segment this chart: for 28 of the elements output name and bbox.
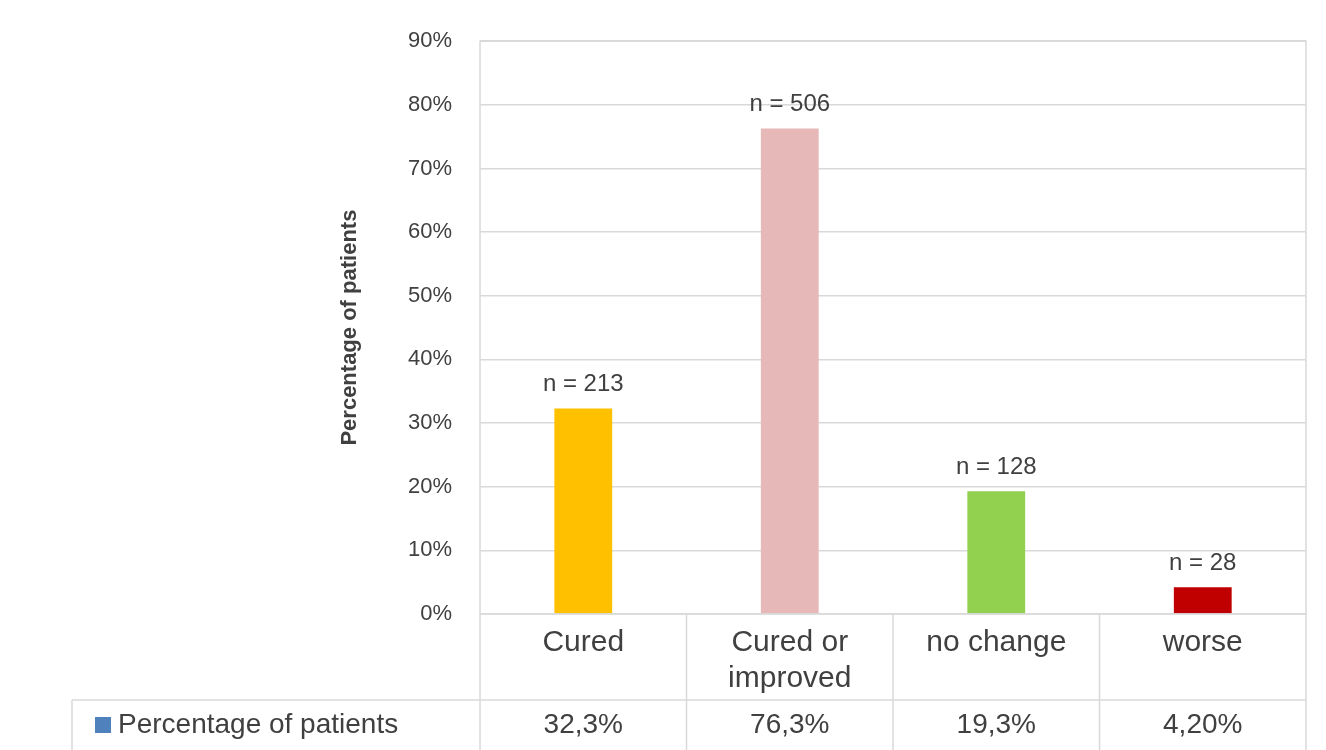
y-tick-label: 10%: [407, 536, 453, 562]
y-tick-label: 0%: [420, 600, 453, 626]
data-label: 76,3%: [750, 707, 830, 739]
annotation: n = 506: [749, 89, 831, 117]
x-tick-label: Cured or improved: [728, 624, 852, 694]
y-tick-label: 60%: [407, 218, 453, 244]
x-tick-label: no change: [926, 624, 1067, 658]
y-tick-label: 50%: [407, 281, 453, 307]
bar: [760, 128, 819, 614]
data-label: 4,20%: [1163, 707, 1243, 739]
bar: [1173, 587, 1232, 614]
y-axis-title: Percentage of patients: [336, 209, 362, 446]
text: Percentage of patients: [118, 707, 399, 739]
bar: [967, 491, 1026, 614]
x-tick-label: worse: [1161, 624, 1243, 658]
annotation: n = 213: [542, 369, 624, 397]
annotation: n = 128: [955, 451, 1037, 479]
data-label: 32,3%: [543, 707, 623, 739]
x-tick-label: Cured: [542, 624, 625, 658]
bar: [554, 408, 613, 614]
y-tick-label: 70%: [407, 154, 453, 180]
data-label: 19,3%: [956, 707, 1036, 739]
y-tick-label: 30%: [407, 409, 453, 435]
y-tick-label: 40%: [407, 345, 453, 371]
y-tick-label: 90%: [407, 27, 453, 53]
annotation: n = 28: [1169, 547, 1237, 575]
y-tick-label: 20%: [407, 472, 453, 498]
y-tick-label: 80%: [407, 90, 453, 116]
